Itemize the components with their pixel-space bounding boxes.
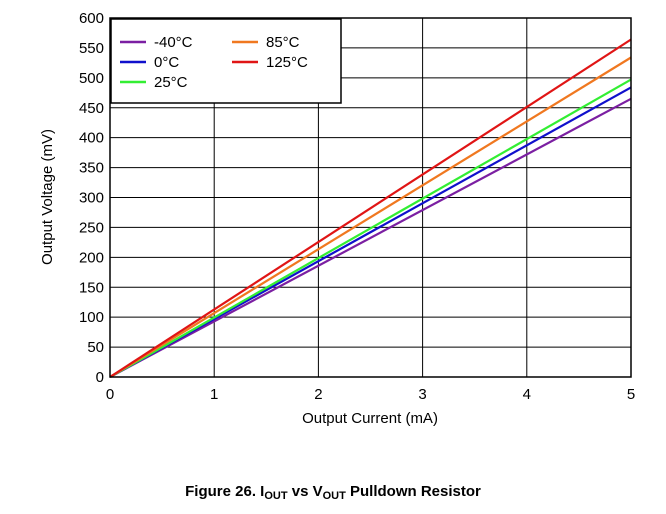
y-tick-label: 250 xyxy=(79,219,104,236)
series-group xyxy=(109,38,632,378)
legend-label: 0°C xyxy=(154,54,179,71)
x-tick-label: 5 xyxy=(627,386,635,403)
y-tick-label: 500 xyxy=(79,70,104,87)
y-tick-label: 400 xyxy=(79,130,104,147)
x-tick-labels: 0 1 2 3 4 5 xyxy=(106,386,635,403)
series-line--40°C xyxy=(109,97,632,378)
x-tick-label: 2 xyxy=(314,386,322,403)
series-line-85°C xyxy=(109,56,632,378)
x-tick-label: 4 xyxy=(523,386,531,403)
x-tick-label: 1 xyxy=(210,386,218,403)
caption-subscript-2: OUT xyxy=(322,490,346,502)
series-line-25°C xyxy=(109,78,632,378)
x-tick-label: 3 xyxy=(418,386,426,403)
legend-box xyxy=(110,18,342,104)
legend-label: 125°C xyxy=(266,54,308,71)
y-tick-label: 300 xyxy=(79,190,104,207)
y-tick-label: 0 xyxy=(96,369,104,386)
y-tick-label: 550 xyxy=(79,40,104,57)
y-tick-labels: 0 50 100 150 200 250 300 350 400 450 500 550 600 xyxy=(79,10,104,386)
plot-frame xyxy=(109,17,632,378)
y-tick-label: 50 xyxy=(87,339,104,356)
x-axis-label: Output Current (mA) xyxy=(302,410,438,427)
y-tick-label: 350 xyxy=(79,160,104,177)
caption-prefix: Figure 26. I xyxy=(185,483,265,500)
figure-caption: Figure 26. IOUT vs VOUT Pulldown Resisto… xyxy=(0,483,666,502)
legend-label: -40°C xyxy=(154,34,193,51)
series-line-0°C xyxy=(109,86,632,378)
chart: 0 1 2 3 4 5 0 50 100 150 200 250 300 350 400 450 500 550… xyxy=(39,10,635,427)
series-line-125°C xyxy=(109,38,632,378)
legend-label: 85°C xyxy=(266,34,300,51)
y-tick-label: 600 xyxy=(79,10,104,27)
x-tick-label: 0 xyxy=(106,386,114,403)
legend: -40°C 0°C 25°C 85°C 125°C xyxy=(110,18,342,104)
caption-middle: vs V xyxy=(287,483,323,500)
legend-label: 25°C xyxy=(154,74,188,91)
y-tick-label: 150 xyxy=(79,279,104,296)
y-tick-label: 200 xyxy=(79,249,104,266)
y-axis-label: Output Voltage (mV) xyxy=(39,129,56,265)
y-tick-label: 100 xyxy=(79,309,104,326)
y-tick-label: 450 xyxy=(79,100,104,117)
caption-suffix: Pulldown Resistor xyxy=(345,483,481,500)
caption-subscript-1: OUT xyxy=(264,490,288,502)
